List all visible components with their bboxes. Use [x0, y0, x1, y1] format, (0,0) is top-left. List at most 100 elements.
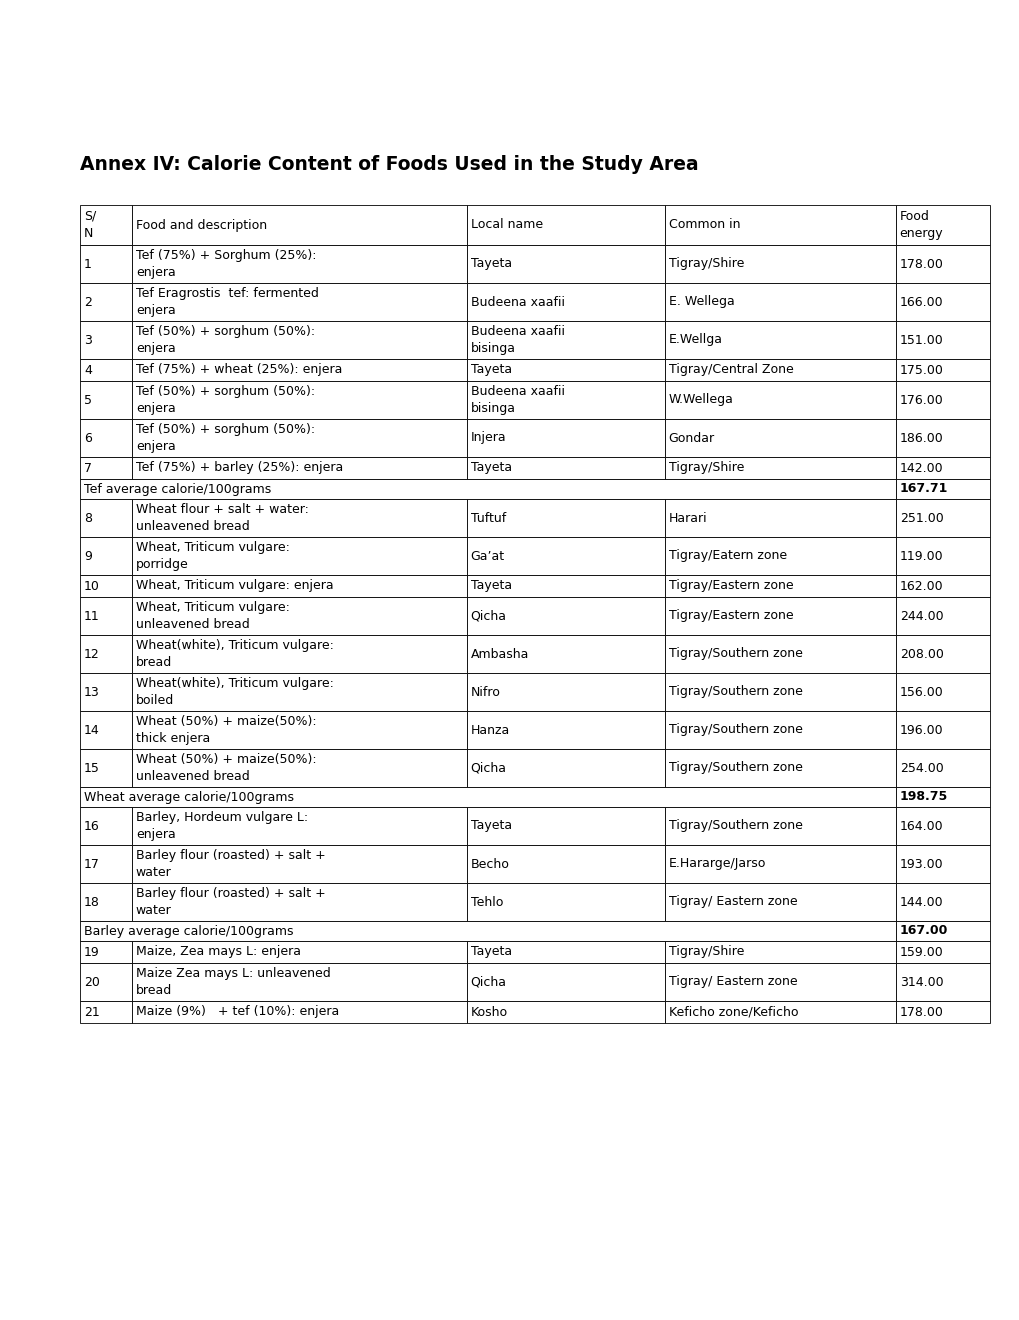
- Text: water: water: [136, 904, 171, 917]
- Bar: [79, 964, 131, 1001]
- Text: Maize, Zea mays L: enjera: Maize, Zea mays L: enjera: [136, 945, 301, 958]
- Text: unleavened bread: unleavened bread: [136, 520, 250, 533]
- Text: Tigray/Eastern zone: Tigray/Eastern zone: [668, 610, 793, 623]
- Bar: [895, 282, 989, 321]
- Text: 16: 16: [84, 820, 100, 833]
- Text: bisinga: bisinga: [470, 401, 516, 414]
- Bar: [131, 381, 466, 418]
- Bar: [79, 883, 131, 921]
- Bar: [895, 1001, 989, 1023]
- Text: Barley average calorie/100grams: Barley average calorie/100grams: [84, 924, 293, 937]
- Text: W.Wellega: W.Wellega: [668, 393, 733, 407]
- Bar: [895, 787, 989, 807]
- Bar: [895, 941, 989, 964]
- Bar: [131, 282, 466, 321]
- Bar: [664, 381, 895, 418]
- Text: Wheat, Triticum vulgare:: Wheat, Triticum vulgare:: [136, 541, 289, 554]
- Text: Tigray/Shire: Tigray/Shire: [668, 462, 743, 474]
- Bar: [664, 282, 895, 321]
- Text: Wheat average calorie/100grams: Wheat average calorie/100grams: [84, 791, 293, 804]
- Bar: [895, 748, 989, 787]
- Bar: [895, 321, 989, 359]
- Bar: [466, 321, 664, 359]
- Bar: [895, 597, 989, 635]
- Text: 254.00: 254.00: [899, 762, 943, 775]
- Text: 244.00: 244.00: [899, 610, 943, 623]
- Bar: [466, 418, 664, 457]
- Text: enjera: enjera: [136, 265, 175, 279]
- Bar: [664, 537, 895, 576]
- Text: unleavened bread: unleavened bread: [136, 770, 250, 783]
- Bar: [664, 499, 895, 537]
- Text: Qicha: Qicha: [470, 762, 506, 775]
- Text: Ambasha: Ambasha: [470, 648, 529, 660]
- Text: 21: 21: [84, 1006, 100, 1019]
- Text: Barley flour (roasted) + salt +: Barley flour (roasted) + salt +: [136, 887, 325, 900]
- Bar: [79, 499, 131, 537]
- Text: Maize Zea mays L: unleavened: Maize Zea mays L: unleavened: [136, 968, 330, 981]
- Bar: [664, 246, 895, 282]
- Text: Harari: Harari: [668, 511, 706, 524]
- Text: Tehlo: Tehlo: [470, 895, 502, 908]
- Text: thick enjera: thick enjera: [136, 731, 210, 744]
- Text: 144.00: 144.00: [899, 895, 943, 908]
- Text: 3: 3: [84, 334, 92, 346]
- Bar: [131, 883, 466, 921]
- Text: Tayeta: Tayeta: [470, 579, 512, 593]
- Text: Injera: Injera: [470, 432, 505, 445]
- Text: Annex IV: Calorie Content of Foods Used in the Study Area: Annex IV: Calorie Content of Foods Used …: [79, 154, 698, 174]
- Bar: [895, 205, 989, 246]
- Text: N: N: [84, 227, 94, 240]
- Bar: [466, 964, 664, 1001]
- Bar: [79, 537, 131, 576]
- Text: 186.00: 186.00: [899, 432, 943, 445]
- Text: 8: 8: [84, 511, 92, 524]
- Text: Tayeta: Tayeta: [470, 945, 512, 958]
- Text: Wheat, Triticum vulgare: enjera: Wheat, Triticum vulgare: enjera: [136, 579, 333, 593]
- Text: 1: 1: [84, 257, 92, 271]
- Text: 156.00: 156.00: [899, 685, 943, 698]
- Bar: [466, 711, 664, 748]
- Bar: [664, 597, 895, 635]
- Text: 196.00: 196.00: [899, 723, 943, 737]
- Bar: [664, 205, 895, 246]
- Text: S/: S/: [84, 210, 96, 223]
- Bar: [131, 1001, 466, 1023]
- Text: 6: 6: [84, 432, 92, 445]
- Text: Wheat(white), Triticum vulgare:: Wheat(white), Triticum vulgare:: [136, 639, 333, 652]
- Bar: [131, 597, 466, 635]
- Text: Barley flour (roasted) + salt +: Barley flour (roasted) + salt +: [136, 849, 325, 862]
- Text: 10: 10: [84, 579, 100, 593]
- Text: Tigray/Southern zone: Tigray/Southern zone: [668, 648, 802, 660]
- Text: Tef (50%) + sorghum (50%):: Tef (50%) + sorghum (50%):: [136, 385, 315, 399]
- Bar: [131, 359, 466, 381]
- Text: Tigray/ Eastern zone: Tigray/ Eastern zone: [668, 895, 797, 908]
- Bar: [895, 635, 989, 673]
- Bar: [664, 807, 895, 845]
- Text: 175.00: 175.00: [899, 363, 943, 376]
- Bar: [131, 246, 466, 282]
- Text: 20: 20: [84, 975, 100, 989]
- Bar: [79, 921, 895, 941]
- Text: 15: 15: [84, 762, 100, 775]
- Bar: [79, 205, 131, 246]
- Bar: [664, 845, 895, 883]
- Text: 119.00: 119.00: [899, 549, 943, 562]
- Bar: [466, 597, 664, 635]
- Text: Wheat(white), Triticum vulgare:: Wheat(white), Triticum vulgare:: [136, 677, 333, 690]
- Text: Wheat flour + salt + water:: Wheat flour + salt + water:: [136, 503, 309, 516]
- Bar: [895, 673, 989, 711]
- Text: bread: bread: [136, 983, 172, 997]
- Bar: [79, 321, 131, 359]
- Text: Wheat (50%) + maize(50%):: Wheat (50%) + maize(50%):: [136, 754, 316, 766]
- Text: Becho: Becho: [470, 858, 510, 870]
- Text: Food: Food: [899, 210, 928, 223]
- Text: 162.00: 162.00: [899, 579, 943, 593]
- Bar: [466, 499, 664, 537]
- Bar: [895, 457, 989, 479]
- Bar: [131, 457, 466, 479]
- Text: enjera: enjera: [136, 401, 175, 414]
- Text: Nifro: Nifro: [470, 685, 500, 698]
- Text: Budeena xaafii: Budeena xaafii: [470, 385, 565, 399]
- Text: enjera: enjera: [136, 342, 175, 355]
